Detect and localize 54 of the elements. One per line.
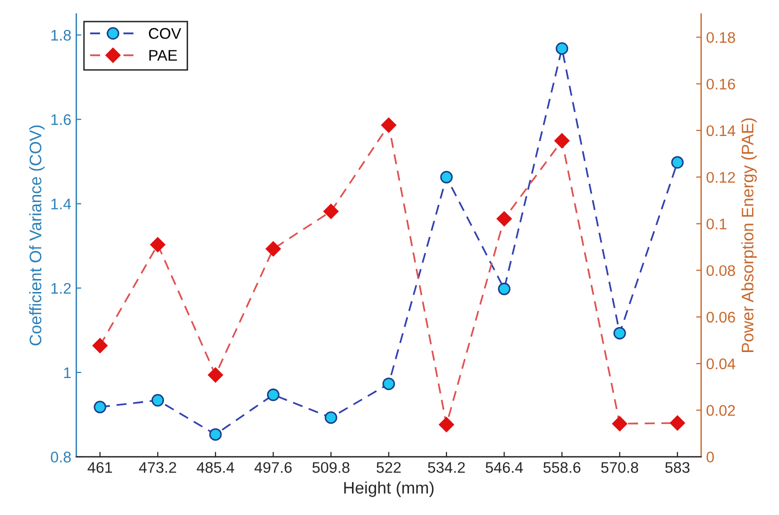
point: [556, 42, 568, 55]
point: [382, 378, 395, 390]
legend-label: PAE: [149, 50, 177, 61]
point: [671, 156, 684, 169]
point: [92, 338, 108, 354]
y2-tick-label: 0: [706, 452, 714, 462]
y-tick-label: 1.8: [51, 30, 71, 41]
x-axis-title: Height (mm): [344, 481, 434, 497]
y2-axis-title: Power Absorption Energy (PAE): [741, 118, 757, 352]
point: [150, 237, 166, 252]
point: [266, 241, 281, 256]
point: [209, 428, 222, 441]
y2-tick-label: 0.02: [706, 405, 735, 416]
point: [498, 282, 510, 296]
y2-tick-label: 0.06: [706, 312, 736, 323]
point: [381, 118, 396, 133]
point: [438, 417, 454, 432]
y-tick-label: 0.8: [50, 452, 71, 462]
point: [324, 411, 338, 424]
y2-tick-label: 0.08: [706, 265, 736, 276]
point: [554, 133, 570, 148]
legend-label: COV: [148, 28, 182, 39]
point: [323, 204, 339, 219]
y-axis-title: Coefficient Of Variance (COV): [29, 126, 45, 346]
y-tick-label: 1.4: [51, 198, 72, 210]
x-tick-label: 522: [376, 462, 401, 473]
point: [440, 170, 453, 184]
y-tick-label: 1.6: [51, 114, 71, 126]
y2-tick-label: 0.18: [706, 32, 736, 43]
point: [94, 400, 106, 414]
point: [266, 388, 280, 402]
y2-tick-label: 0.12: [706, 172, 735, 183]
point: [152, 394, 164, 407]
x-tick-label: 570.8: [601, 462, 638, 473]
point: [670, 415, 686, 431]
y2-tick-label: 0.1: [706, 218, 726, 230]
point: [208, 367, 224, 383]
point: [613, 326, 626, 340]
point: [612, 416, 628, 432]
x-tick-label: 546.4: [486, 462, 523, 473]
point: [496, 211, 512, 226]
x-tick-label: 473.2: [138, 462, 176, 473]
x-tick-label: 509.8: [312, 462, 350, 473]
x-tick-label: 461: [88, 462, 112, 473]
y2-tick-label: 0.14: [706, 125, 736, 136]
x-tick-label: 583: [665, 462, 690, 473]
y2-tick-label: 0.16: [706, 78, 736, 90]
x-tick-label: 485.4: [196, 462, 234, 473]
y2-tick-label: 0.04: [706, 358, 736, 370]
x-tick-label: 497.6: [254, 462, 292, 473]
x-tick-label: 558.6: [543, 462, 580, 473]
x-tick-label: 534.2: [428, 462, 465, 473]
y-tick-label: 1.2: [51, 282, 71, 294]
y-tick-label: 1: [64, 367, 71, 378]
